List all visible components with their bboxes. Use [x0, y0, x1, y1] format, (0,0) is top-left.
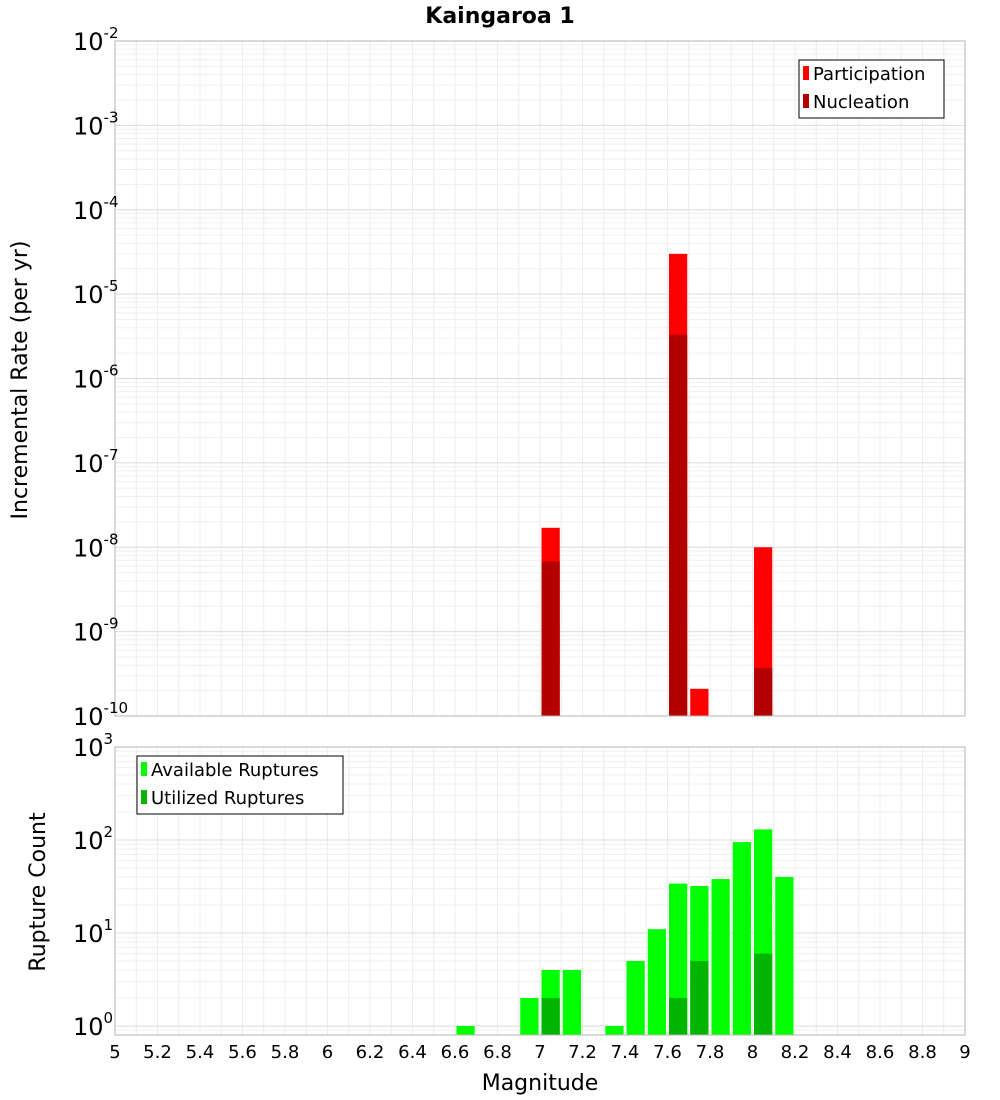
legend-label: Available Ruptures [151, 760, 319, 781]
x-tick-label: 5 [109, 1042, 120, 1063]
bar-available-ruptures [520, 997, 539, 1035]
x-tick-label: 6.4 [398, 1042, 427, 1063]
x-tick-label: 7.4 [611, 1042, 640, 1063]
top-panel: 10-2 10-3 10-4 10-5 10-6 10-7 10-8 10-9 10-10 Par… [73, 24, 966, 731]
x-tick-label: 7.6 [653, 1042, 682, 1063]
x-tick-label: 5.8 [271, 1042, 300, 1063]
bar-utilized-ruptures [754, 953, 773, 1035]
y-tick-label: 10-2 [73, 24, 119, 56]
legend-box [798, 59, 945, 119]
legend-box [136, 755, 344, 815]
bottom-panel: 103 102 101 100 Available Ruptures Utilized R… [73, 730, 966, 1041]
x-tick-label: 8.4 [823, 1042, 852, 1063]
x-tick-label: 5.2 [143, 1042, 172, 1063]
legend-label: Nucleation [813, 92, 909, 113]
bar-utilized-ruptures [690, 960, 709, 1035]
y-axis-label-top: Incremental Rate (per yr) [8, 241, 33, 520]
y-tick-label: 10-6 [73, 362, 119, 394]
x-tick-label: 6.2 [356, 1042, 385, 1063]
x-tick-label: 8.2 [781, 1042, 810, 1063]
legend-swatch [141, 790, 147, 804]
y-tick-label: 100 [73, 1009, 113, 1041]
y-tick-label: 10-7 [73, 446, 119, 478]
bar-available-ruptures [775, 877, 794, 1035]
bar-available-ruptures [562, 969, 581, 1035]
x-tick-label: 6.8 [483, 1042, 512, 1063]
x-tick-label: 7.2 [568, 1042, 597, 1063]
bar-available-ruptures [647, 929, 666, 1035]
chart-title: Kaingaroa 1 [425, 4, 574, 29]
x-tick-label: 7.8 [696, 1042, 725, 1063]
legend-label: Participation [813, 64, 925, 85]
y-tick-label: 10-9 [73, 615, 119, 647]
bar-available-ruptures [626, 960, 645, 1035]
x-tick-label: 8 [747, 1042, 758, 1063]
bar-available-ruptures [605, 1025, 624, 1035]
bar-utilized-ruptures [541, 997, 560, 1035]
legend-swatch [141, 762, 147, 776]
bar-available-ruptures [456, 1025, 475, 1035]
bar-nucleation [669, 334, 688, 716]
legend-swatch [803, 66, 809, 80]
y-tick-label: 10-8 [73, 530, 119, 562]
y-tick-label: 10-10 [73, 699, 128, 731]
bar-participation [690, 688, 709, 716]
x-tick-label: 9 [959, 1042, 970, 1063]
x-tick-label: 6.6 [441, 1042, 470, 1063]
bar-utilized-ruptures [669, 997, 688, 1035]
x-tick-label: 7 [534, 1042, 545, 1063]
plot-border [114, 40, 966, 717]
x-tick-label: 8.8 [908, 1042, 937, 1063]
y-tick-label: 10-4 [73, 193, 119, 225]
y-tick-label: 101 [73, 916, 113, 948]
y-tick-label: 10-3 [73, 108, 119, 140]
x-axis: 5 5.2 5.4 5.6 5.8 6 6.2 6.4 6.6 6.8 7 7.2 7.4 7.6 7.8 8… [109, 1042, 970, 1063]
legend-swatch [803, 94, 809, 108]
x-tick-label: 6 [322, 1042, 333, 1063]
bar-nucleation [541, 561, 560, 716]
bar-available-ruptures [669, 883, 688, 1035]
y-axis-label-bottom: Rupture Count [26, 812, 51, 972]
bar-available-ruptures [732, 842, 751, 1035]
y-tick-label: 103 [73, 730, 113, 762]
legend-label: Utilized Ruptures [151, 788, 304, 809]
y-tick-label: 102 [73, 823, 113, 855]
legend: Available Ruptures Utilized Ruptures [136, 755, 344, 815]
plot-border [114, 746, 966, 1036]
bar-available-ruptures [711, 879, 730, 1035]
x-tick-label: 5.4 [186, 1042, 215, 1063]
x-tick-label: 8.6 [866, 1042, 895, 1063]
y-tick-label: 10-5 [73, 277, 119, 309]
x-axis-label: Magnitude [482, 1071, 599, 1096]
x-tick-label: 5.6 [228, 1042, 257, 1063]
legend: Participation Nucleation [798, 59, 945, 119]
bar-nucleation [754, 668, 773, 716]
